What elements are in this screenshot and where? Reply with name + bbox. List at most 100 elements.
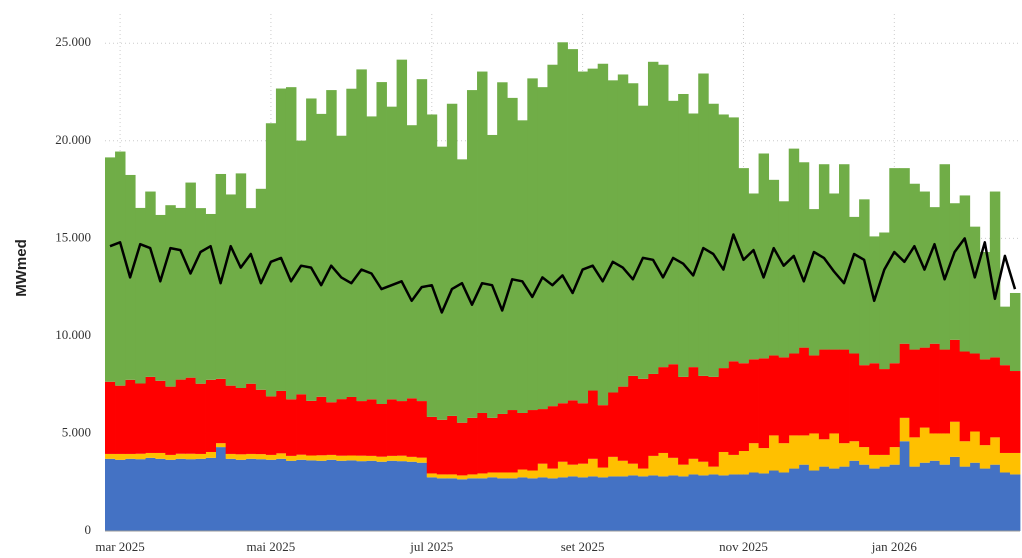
bar-segment (316, 460, 327, 531)
bar-segment (497, 472, 508, 479)
bar-segment (979, 468, 991, 531)
bar-segment (306, 400, 317, 456)
bar-segment (145, 457, 156, 531)
y-axis-label: MWmed (13, 239, 30, 297)
bar-segment (668, 100, 679, 365)
bar-segment (306, 455, 317, 461)
bar-segment (547, 406, 558, 469)
bar-segment (668, 457, 679, 476)
bar-segment (587, 390, 599, 459)
bar-segment (346, 455, 357, 461)
bar-segment (336, 399, 347, 456)
bar-segment (597, 467, 609, 478)
bar-segment (396, 455, 408, 462)
bar-segment (185, 453, 196, 460)
bar-segment (527, 78, 538, 411)
bar-segment (828, 433, 840, 469)
bar-segment (728, 117, 739, 362)
bar-segment (668, 364, 679, 458)
bar-segment (758, 153, 770, 359)
bar-segment (426, 477, 438, 531)
bar-segment (105, 381, 116, 454)
bar-segment (426, 416, 438, 474)
bar-segment (396, 59, 408, 402)
bar-segment (446, 103, 458, 416)
bar-segment (265, 123, 277, 397)
y-tick-label: 5.000 (62, 424, 91, 439)
bar-segment (969, 462, 981, 531)
bar-segment (185, 377, 196, 454)
bar-segment (316, 113, 327, 397)
bar-segment (999, 306, 1011, 366)
bar-segment (517, 469, 528, 478)
bar-segment (748, 443, 759, 473)
bar-segment (195, 208, 206, 384)
bar-segment (326, 90, 337, 403)
bar-segment (778, 357, 790, 444)
bar-segment (678, 93, 689, 377)
bar-segment (255, 459, 267, 531)
bar-segment (929, 460, 940, 531)
bar-segment (517, 120, 528, 413)
bar-segment (275, 390, 287, 454)
bar-segment (879, 369, 890, 455)
bar-segment (1009, 474, 1021, 531)
bar-segment (105, 453, 116, 459)
bar-segment (285, 460, 297, 531)
bar-segment (969, 226, 981, 354)
bar-segment (426, 473, 438, 478)
bar-segment (899, 343, 910, 418)
bar-segment (919, 462, 930, 531)
y-tick-label: 20.000 (55, 132, 91, 147)
bar-segment (487, 417, 498, 473)
bar-segment (225, 453, 237, 459)
bar-segment (366, 399, 377, 456)
bar-segment (738, 451, 749, 475)
y-tick-label: 25.000 (55, 34, 91, 49)
bar-segment (436, 474, 448, 479)
bar-segment (466, 417, 478, 475)
bar-segment (466, 474, 478, 479)
bar-segment (708, 466, 719, 475)
bar-segment (436, 478, 448, 531)
bar-segment (728, 474, 739, 531)
bar-segment (728, 454, 739, 475)
bar-segment (356, 401, 367, 456)
bar-segment (808, 355, 820, 434)
bar-segment (647, 61, 659, 374)
bar-segment (708, 376, 719, 467)
x-tick-label: jan 2026 (871, 539, 918, 554)
bar-segment (859, 199, 870, 366)
bar-segment (165, 454, 176, 460)
bar-segment (255, 389, 267, 455)
bar-segment (859, 365, 870, 448)
bar-segment (859, 447, 870, 465)
bar-segment (145, 191, 156, 377)
bar-segment (356, 455, 367, 462)
bar-segment (949, 421, 961, 457)
bar-segment (386, 106, 397, 400)
bar-segment (185, 182, 196, 378)
bar-segment (658, 64, 669, 368)
bar-segment (195, 383, 206, 454)
bar-segment (366, 460, 377, 531)
bar-segment (698, 475, 709, 531)
bar-segment (698, 375, 709, 462)
bar-segment (487, 134, 498, 418)
bar-segment (376, 82, 387, 404)
bar-segment (517, 412, 528, 470)
bar-segment (296, 394, 307, 455)
bar-segment (617, 386, 629, 461)
bar-segment (718, 451, 729, 476)
bar-segment (869, 363, 880, 455)
bar-segment (215, 173, 227, 379)
bar-segment (115, 453, 126, 460)
bar-segment (547, 478, 558, 531)
bar-segment (768, 435, 780, 471)
bar-segment (627, 83, 639, 376)
bar-segment (316, 455, 327, 461)
bar-segment (839, 349, 850, 444)
bar-segment (989, 464, 1001, 531)
bar-segment (647, 475, 659, 531)
bar-segment (426, 114, 438, 417)
